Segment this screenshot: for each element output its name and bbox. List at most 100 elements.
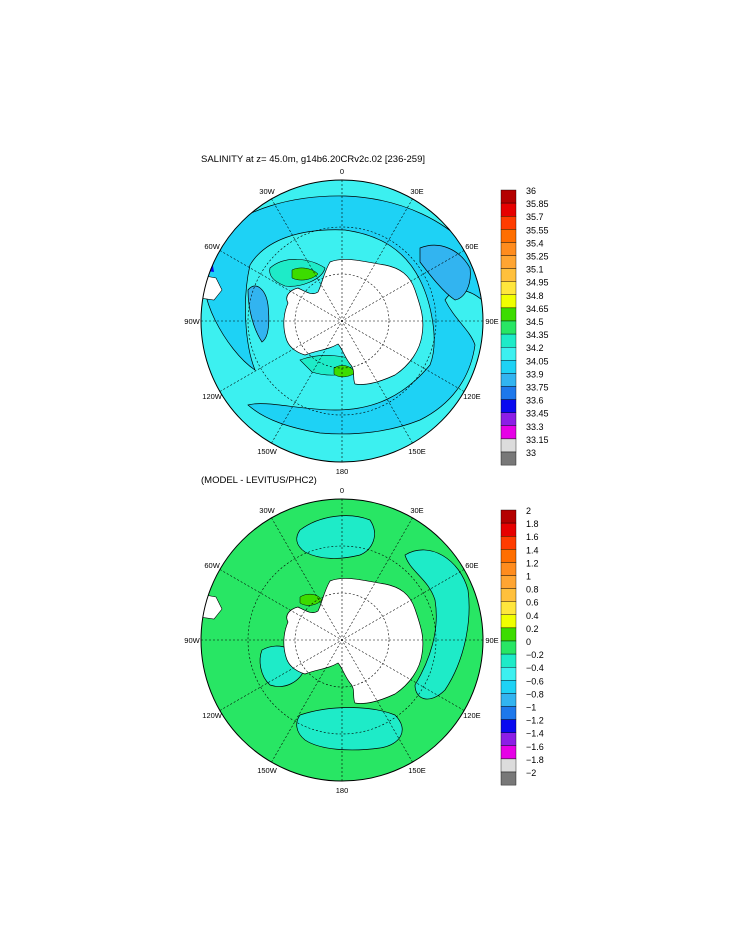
top-lon-label: 60W: [204, 242, 220, 251]
top-colorbar-label: 33.15: [526, 435, 549, 445]
top-colorbar-swatch: [500, 347, 517, 361]
bottom-colorbar-swatch: [500, 614, 517, 629]
top-lon-label: 90E: [485, 317, 498, 326]
map-boundary-top: [200, 179, 484, 463]
top-lon-label: 30W: [259, 187, 275, 196]
top-colorbar-swatch: [500, 333, 517, 348]
bottom-lon-label: 90E: [485, 636, 498, 645]
bottom-colorbar-swatch: [500, 601, 517, 616]
top-colorbar-swatch: [500, 294, 517, 309]
top-lon-label: 0: [340, 167, 344, 176]
bottom-colorbar-label: 1.8: [526, 519, 539, 529]
top-colorbar-label: 36: [526, 186, 536, 196]
bottom-colorbar-label: −1.8: [526, 755, 544, 765]
top-colorbar-label: 34.5: [526, 317, 544, 327]
bottom-colorbar-label: 1.4: [526, 545, 539, 555]
bottom-lon-label: 150W: [257, 766, 278, 775]
top-colorbar-label: 33.9: [526, 369, 544, 379]
colorbar-salinity: 36 35.85 35.7 35.55 35.4 35.25 35.1 34.95 34.8 34…: [500, 186, 549, 466]
top-colorbar-swatch: [500, 386, 517, 400]
bottom-colorbar-label: 1.2: [526, 558, 539, 568]
bottom-colorbar-label: 2: [526, 506, 531, 516]
bottom-colorbar-label: −0.2: [526, 650, 544, 660]
fresher-wedge-west: [247, 285, 270, 343]
bottom-colorbar-label: −1.6: [526, 742, 544, 752]
bottom-colorbar-swatch: [500, 640, 517, 655]
top-colorbar-swatch: [500, 451, 517, 466]
bottom-colorbar-swatch: [500, 575, 517, 589]
bottom-lon-label: 120E: [463, 711, 481, 720]
top-lon-label: 150E: [408, 447, 426, 456]
top-lon-label: 90W: [184, 317, 200, 326]
bottom-colorbar-swatch: [500, 536, 517, 550]
top-colorbar-label: 33.45: [526, 409, 549, 419]
bottom-colorbar-label: −1.4: [526, 729, 544, 739]
bottom-colorbar-label: −0.4: [526, 663, 544, 673]
top-colorbar-swatch: [500, 189, 517, 204]
bottom-colorbar-swatch: [500, 522, 517, 537]
bottom-colorbar-label: −1: [526, 703, 536, 713]
bottom-lon-label: 60E: [465, 561, 478, 570]
bottom-lon-label: 180: [336, 786, 349, 795]
top-colorbar-swatch: [500, 281, 517, 296]
top-colorbar-label: 33.6: [526, 396, 544, 406]
top-colorbar-swatch: [500, 412, 517, 427]
top-colorbar-swatch: [500, 229, 517, 243]
top-colorbar-label: 33: [526, 448, 536, 458]
difference-map: 0 30E 60E 90E 120E 150E 180 150W 120W 90W 60W 30W: [184, 486, 498, 795]
antarctica-landmass-bottom: [283, 578, 424, 704]
bottom-colorbar-swatch: [500, 706, 517, 720]
colorbar-difference: 2 1.8 1.6 1.4 1.2 1 0.8 0.6 0.4 0.2 0 −0.2 −0.4 −0.6 −…: [500, 506, 544, 786]
negative-region-east: [404, 549, 470, 700]
top-colorbar-label: 34.2: [526, 343, 544, 353]
top-colorbar-label: 34.05: [526, 356, 549, 366]
top-colorbar-label: 34.95: [526, 278, 549, 288]
bottom-colorbar-swatch: [500, 680, 517, 694]
top-colorbar-swatch: [500, 320, 517, 335]
top-colorbar-swatch: [500, 215, 517, 230]
map-boundary-bottom: [200, 498, 484, 782]
bottom-colorbar-label: −1.2: [526, 716, 544, 726]
bottom-colorbar-label: 0.2: [526, 624, 539, 634]
top-colorbar-swatch: [500, 360, 517, 374]
bottom-colorbar-swatch: [500, 627, 517, 642]
top-colorbar-label: 35.25: [526, 252, 549, 262]
bottom-lon-label: 0: [340, 486, 344, 495]
fresher-pool-east: [419, 244, 471, 301]
top-lon-label: 120W: [202, 392, 223, 401]
bottom-lon-label: 150E: [408, 766, 426, 775]
bottom-lon-label: 30W: [259, 506, 275, 515]
negative-region-south: [296, 707, 403, 751]
top-colorbar-swatch: [500, 255, 517, 269]
freshest-spot: [201, 258, 214, 272]
top-lon-label: 30E: [410, 187, 423, 196]
bottom-colorbar-swatch: [500, 745, 517, 760]
bottom-colorbar-swatch: [500, 771, 517, 786]
top-colorbar-swatch: [500, 268, 517, 282]
bottom-colorbar-swatch: [500, 562, 517, 576]
top-colorbar-label: 35.1: [526, 265, 544, 275]
bottom-colorbar-swatch: [500, 719, 517, 733]
top-colorbar-label: 35.55: [526, 225, 549, 235]
bottom-colorbar-label: 0: [526, 637, 531, 647]
bottom-lon-label: 60W: [204, 561, 220, 570]
top-lon-label: 180: [336, 467, 349, 476]
top-colorbar-swatch: [500, 242, 517, 256]
salinity-map: 0 30E 60E 90E 120E 150E 180 150W 120W 90W 60W 30W: [184, 167, 498, 476]
top-colorbar-swatch: [500, 373, 517, 387]
bottom-colorbar-label: 0.4: [526, 611, 539, 621]
bottom-colorbar-label: 0.6: [526, 598, 539, 608]
top-colorbar-swatch: [500, 307, 517, 322]
top-lon-label: 60E: [465, 242, 478, 251]
bottom-colorbar-label: −0.6: [526, 676, 544, 686]
top-lon-label: 120E: [463, 392, 481, 401]
top-colorbar-label: 34.8: [526, 291, 544, 301]
top-colorbar-label: 33.75: [526, 383, 549, 393]
bottom-colorbar-swatch: [500, 653, 517, 668]
top-lon-label: 150W: [257, 447, 278, 456]
bottom-lon-label: 90W: [184, 636, 200, 645]
antarctica-landmass-top: [283, 259, 424, 385]
graticule-top: [201, 180, 483, 462]
top-colorbar-label: 35.4: [526, 238, 544, 248]
